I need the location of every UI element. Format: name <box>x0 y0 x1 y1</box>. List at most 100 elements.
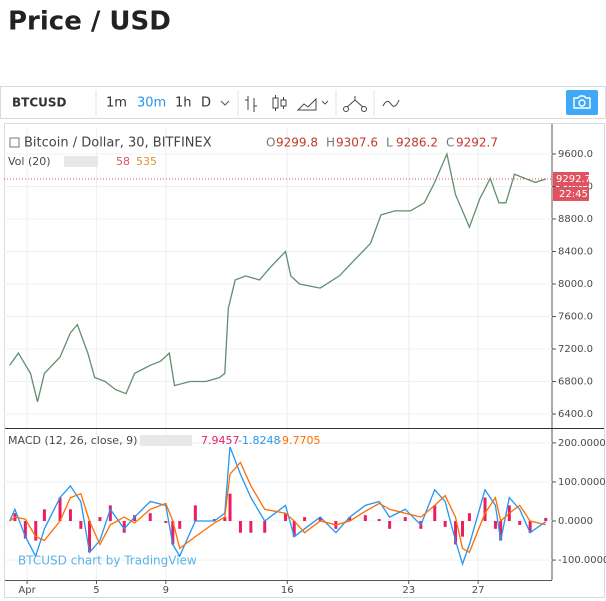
last-price-label: 9292.7 <box>556 174 591 185</box>
histogram-bar <box>263 521 267 533</box>
interval[interactable]: 1m <box>106 96 127 111</box>
indicators-icon[interactable] <box>382 99 400 107</box>
bars-icon[interactable] <box>245 96 257 112</box>
line <box>9 151 547 402</box>
x-tick-label: 23 <box>402 585 415 596</box>
y-tick-label: 8800.0 <box>558 214 593 225</box>
y-tick-label: 6800.0 <box>558 377 593 388</box>
area-icon[interactable] <box>296 97 317 111</box>
volume-value: 58 <box>116 155 130 168</box>
pane-buttons[interactable] <box>64 156 98 167</box>
time-label: 22:45 <box>559 189 588 200</box>
snapshot-button[interactable] <box>566 90 598 115</box>
histogram-bar <box>34 521 38 541</box>
histogram-bar <box>518 521 522 525</box>
macd-value: 7.9457 <box>201 434 240 447</box>
histogram-bar <box>318 517 322 522</box>
histogram-bar <box>499 521 503 541</box>
volume-value: 535 <box>136 155 157 168</box>
candles-icon[interactable] <box>272 95 287 111</box>
line <box>9 461 546 554</box>
x-tick-label: 27 <box>472 585 485 596</box>
macd-value: -9.7705 <box>278 434 320 447</box>
chart-frame <box>4 123 605 598</box>
dropdown[interactable] <box>321 100 329 105</box>
histogram-bar <box>544 517 548 522</box>
ohlc-label: O <box>266 136 275 150</box>
histogram-bar <box>388 521 392 529</box>
camera-icon <box>573 95 591 109</box>
compare-icon <box>361 106 367 112</box>
macd-title: MACD (12, 26, close, 9) <box>8 434 137 447</box>
interval[interactable]: 30m <box>137 96 166 111</box>
histogram-bar <box>193 505 197 522</box>
macd-value: -1.8248 <box>238 434 280 447</box>
last-price-tag <box>553 171 589 186</box>
time-tag <box>553 186 589 201</box>
ohlc-label: C <box>446 136 454 150</box>
histogram-bar <box>212 519 216 522</box>
histogram-bar <box>148 513 152 522</box>
y-tick-label: 100.0000 <box>558 477 606 488</box>
histogram-bar <box>23 521 27 539</box>
histogram-bar <box>292 521 296 537</box>
histogram-bar <box>58 497 62 522</box>
histogram-bar <box>122 521 126 533</box>
ohlc-value: 9307.6 <box>336 136 378 150</box>
histogram-bar <box>133 515 137 522</box>
histogram-bar <box>363 515 367 522</box>
toolbar <box>0 86 606 119</box>
dropdown[interactable] <box>220 100 230 106</box>
y-tick-label: 0.0000 <box>558 516 593 527</box>
histogram-bar <box>98 517 102 522</box>
y-tick-label: 9600.0 <box>558 149 593 160</box>
ohlc: O 9299.8 H 9307.6 L 9286.2 C 9292.7 <box>266 136 498 150</box>
compare-icon[interactable] <box>345 96 365 109</box>
histogram-bar <box>42 509 46 522</box>
grid: 6400.0 6800.0 7200.0 7600.0 8000.0 8400.0 8800… <box>4 128 606 596</box>
histogram-bar <box>178 521 182 529</box>
histogram-bar <box>443 521 447 527</box>
histogram-bar <box>171 521 175 545</box>
y-tick-label: 7600.0 <box>558 312 593 323</box>
histogram-bar <box>108 505 112 522</box>
pane-buttons[interactable] <box>140 435 192 446</box>
ohlc-label: H <box>326 136 335 150</box>
ohlc-value: 9286.2 <box>396 136 438 150</box>
histogram-bar <box>303 517 307 522</box>
histogram-bar <box>528 521 532 533</box>
histogram-bar <box>454 521 458 545</box>
x-tick-label: 5 <box>93 585 99 596</box>
collapse-icon[interactable] <box>9 137 20 148</box>
histogram-bar <box>223 517 227 522</box>
interval[interactable]: 1h <box>175 96 192 111</box>
histogram-bar <box>238 521 242 533</box>
y-tick-label: 7200.0 <box>558 344 593 355</box>
x-tick-label: 9 <box>163 585 169 596</box>
histogram-bar <box>433 505 437 522</box>
histogram-bar <box>493 521 497 529</box>
ohlc-value: 9292.7 <box>456 136 498 150</box>
histogram-bar <box>88 521 92 553</box>
x-tick-label: 16 <box>281 585 294 596</box>
interval[interactable]: D <box>201 96 211 111</box>
histogram-bar <box>483 497 487 522</box>
series-title: Bitcoin / Dollar, 30, BITFINEX <box>24 136 212 151</box>
histogram-bar <box>79 521 83 529</box>
line <box>9 446 547 567</box>
histogram-bar <box>284 513 288 522</box>
watermark[interactable]: BTCUSD chart by TradingView <box>18 554 197 568</box>
x-tick-label: Apr <box>18 585 36 596</box>
histogram-bar <box>68 509 72 522</box>
volume-title: Vol (20) <box>8 155 51 168</box>
symbol[interactable]: BTCUSD <box>12 96 67 110</box>
page-title: Price / USD <box>8 7 171 37</box>
histogram-bar <box>377 519 381 522</box>
histogram-bar <box>467 513 471 522</box>
histogram-bar <box>403 517 407 522</box>
y-tick-label: 8400.0 <box>558 247 593 258</box>
ohlc-value: 9299.8 <box>276 136 318 150</box>
y-tick-label: -100.0000 <box>558 555 606 566</box>
